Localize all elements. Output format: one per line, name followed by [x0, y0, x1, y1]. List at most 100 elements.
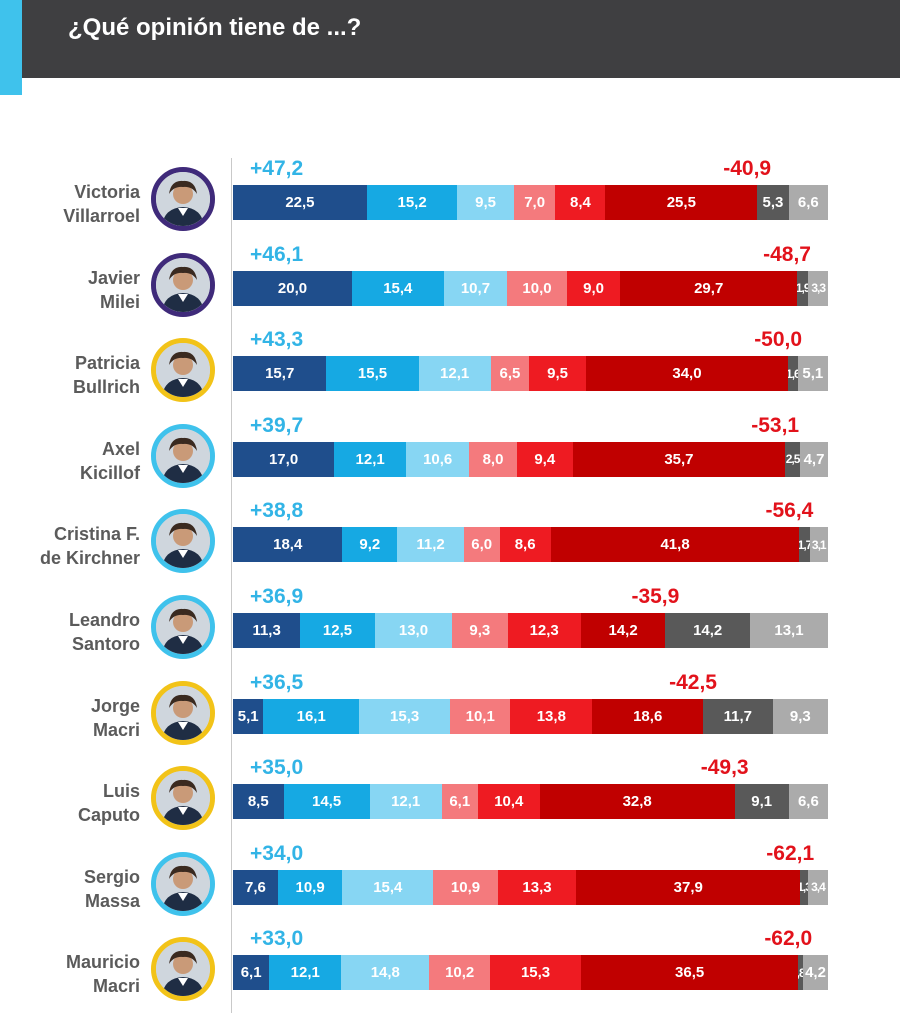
bar-value-label: 8,6	[514, 536, 536, 554]
page-title: ¿Qué opinión tiene de ...?	[68, 14, 362, 41]
bar-segment: 9,4	[516, 441, 573, 477]
negative-total: -35,9	[631, 585, 680, 608]
bar-segment: 18,6	[592, 698, 704, 734]
person-name-line2: Villarroel	[63, 206, 140, 226]
bar-segment: 12,5	[300, 613, 375, 648]
bar-value-label: 4,7	[803, 450, 825, 468]
positive-total: +36,5	[250, 670, 304, 694]
bar-segment: 9,3	[452, 613, 508, 648]
bar-value-label: 13,3	[522, 878, 552, 896]
bar-segment: 10,7	[443, 270, 508, 306]
bar-segment: 8,0	[469, 441, 517, 477]
avatar	[151, 680, 215, 745]
header-bar: ¿Qué opinión tiene de ...?	[22, 0, 900, 78]
bar-segment: 6,1	[441, 784, 478, 820]
bar-value-label: 6,1	[240, 964, 262, 982]
bar-value-label: 8,4	[570, 194, 591, 211]
bar-value-label: 36,5	[675, 964, 705, 982]
bar-segment: 15,5	[326, 356, 419, 392]
bar-segment: 7,0	[513, 185, 556, 220]
bar-segment: 11,2	[397, 527, 464, 563]
bar-segment: 9,5	[457, 185, 514, 220]
bar-value-label: 14,5	[312, 793, 342, 811]
bar-value-label: 6,1	[449, 793, 471, 811]
bar-segment: 4,7	[800, 441, 828, 477]
positive-total: +43,3	[250, 328, 304, 352]
bar-segment: 12,3	[507, 613, 581, 648]
bar-value-label: 14,2	[693, 622, 723, 639]
bar-segment: 5,1	[233, 698, 264, 734]
bar-value-label: 37,9	[673, 878, 703, 896]
person-name-line1: Luis	[102, 781, 140, 802]
person-name-line1: Victoria	[74, 182, 140, 202]
bar-value-label: 34,0	[672, 365, 702, 383]
bar-value-label: 10,4	[494, 793, 524, 811]
bar-value-label: 10,9	[450, 878, 481, 896]
person-photo-icon	[156, 600, 210, 654]
bar-value-label: 9,3	[469, 622, 491, 639]
bar-segment: 15,7	[233, 356, 327, 392]
bar-segment: 13,0	[374, 613, 453, 648]
person-photo-icon	[156, 514, 210, 569]
bar-value-label: 11,2	[416, 536, 445, 554]
bar-value-label: 13,8	[536, 707, 566, 725]
bar-segment: 12,1	[369, 784, 442, 820]
bar-segment: 15,3	[490, 955, 582, 991]
bar-value-label: 8,0	[482, 450, 504, 468]
positive-total: +36,9	[250, 585, 304, 608]
bar-segment: 10,9	[433, 869, 498, 905]
negative-total: -42,5	[669, 670, 717, 694]
bar-value-label: 6,5	[499, 365, 521, 383]
bar-value-label: 6,0	[471, 536, 493, 554]
bar-value-label: 15,7	[265, 365, 295, 383]
bar-value-label: 15,5	[357, 365, 388, 383]
bar-value-label: 12,1	[391, 793, 421, 811]
positive-total: +38,8	[250, 499, 304, 523]
bar-value-label: 10,7	[460, 279, 491, 297]
person-name-line2: Macri	[92, 719, 140, 740]
bar-value-label: 5,1	[802, 365, 824, 383]
axis-line	[231, 158, 232, 1013]
bar-value-label: 6,6	[797, 194, 819, 211]
bar-value-label: 10,9	[295, 878, 325, 896]
bar-value-label: 9,0	[583, 279, 604, 297]
positive-total: +46,1	[250, 242, 304, 266]
bar-value-label: 11,7	[723, 707, 753, 725]
person-name-line2: Macri	[92, 976, 140, 997]
bar-segment: 15,4	[352, 270, 444, 306]
bar-segment: 8,4	[555, 185, 606, 220]
bar-segment: 14,2	[665, 613, 750, 648]
person-name-line2: Milei	[99, 291, 140, 312]
bar-segment: 14,5	[283, 784, 370, 820]
bar-value-label: 9,4	[534, 450, 556, 468]
bar-segment: 7,6	[233, 869, 278, 905]
bar-value-label: 10,0	[522, 279, 552, 297]
person-photo-icon	[156, 771, 210, 826]
bar-value-label: 25,5	[666, 194, 696, 211]
bar-segment: 10,4	[477, 784, 540, 820]
bar-value-label: 7,6	[245, 878, 266, 896]
bar-segment: 14,2	[580, 613, 666, 648]
bar-value-label: 1,7	[799, 537, 810, 552]
bar-value-label: 3,4	[811, 880, 826, 895]
bar-value-label: 41,8	[660, 536, 690, 554]
person-name-line1: Patricia	[74, 353, 140, 374]
bar-value-label: 1,9	[797, 281, 809, 296]
person-photo-icon	[156, 685, 210, 740]
positive-total: +33,0	[250, 927, 304, 951]
person-photo-icon	[156, 257, 210, 312]
person-name-line1: Javier	[87, 267, 140, 288]
bar-value-label: 7,0	[524, 194, 546, 211]
bar-value-label: 15,3	[390, 707, 420, 725]
avatar	[151, 423, 215, 488]
person-name-line2: Kicillof	[79, 462, 140, 483]
person-name-line1: Leandro	[68, 610, 140, 630]
bar-segment: 10,2	[429, 955, 491, 991]
positive-total: +35,0	[250, 756, 304, 780]
bar-value-label: 14,2	[608, 622, 638, 639]
bar-value-label: 29,7	[694, 279, 724, 297]
bar-value-label: 8,5	[247, 793, 269, 811]
bar-segment: 32,8	[539, 784, 735, 820]
bar-segment: 5,1	[797, 356, 828, 392]
bar-value-label: 9,5	[547, 365, 568, 383]
